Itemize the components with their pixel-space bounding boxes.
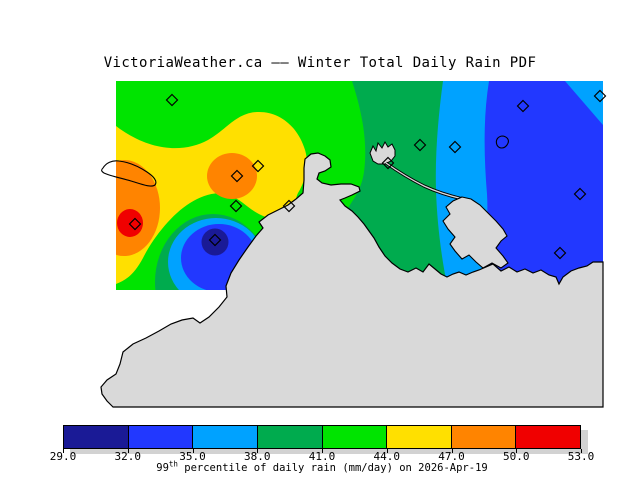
station-diamond-marker bbox=[229, 199, 243, 213]
station-diamond-marker bbox=[593, 89, 607, 103]
caption-text: percentile of daily rain (mm/day) on 202… bbox=[177, 462, 488, 474]
small-island-outline bbox=[495, 135, 509, 149]
station-diamond-marker bbox=[208, 233, 222, 247]
narrow-channel-water bbox=[385, 162, 464, 200]
contour-corner-wedge bbox=[565, 81, 603, 125]
caption-number: 99 bbox=[156, 462, 169, 474]
mainland-shape bbox=[100, 152, 604, 408]
colorbar-segment bbox=[64, 426, 128, 448]
station-markers bbox=[128, 89, 607, 260]
station-diamond-marker bbox=[448, 140, 462, 154]
station-diamond-marker bbox=[381, 156, 395, 170]
colorbar-segment bbox=[386, 426, 451, 448]
west-island-outline bbox=[101, 160, 157, 187]
station-diamond-marker bbox=[573, 187, 587, 201]
station-diamond-marker bbox=[553, 246, 567, 260]
colorbar-segment bbox=[127, 426, 193, 448]
colorbar-caption: 99th percentile of daily rain (mm/day) o… bbox=[62, 459, 582, 474]
colorbar-segment bbox=[515, 426, 580, 448]
colorbar-segment bbox=[450, 426, 516, 448]
station-diamond-marker bbox=[128, 217, 142, 231]
station-diamond-marker bbox=[516, 99, 530, 113]
station-diamond-marker bbox=[282, 199, 296, 213]
chart-title: VictoriaWeather.ca —— Winter Total Daily… bbox=[103, 55, 537, 71]
station-diamond-marker bbox=[413, 138, 427, 152]
coastline-layer bbox=[100, 135, 604, 408]
harbour-shape bbox=[442, 196, 509, 269]
low-core-29-32 bbox=[201, 228, 229, 256]
high-blob-west bbox=[116, 160, 160, 256]
contour-band-32-35 bbox=[483, 81, 603, 290]
station-diamond-marker bbox=[251, 159, 265, 173]
colorbar-segment bbox=[192, 426, 257, 448]
contour-band-44-47 bbox=[116, 111, 307, 285]
caption-superscript: th bbox=[168, 459, 178, 469]
station-diamond-marker bbox=[230, 169, 244, 183]
colorbar-segment bbox=[256, 426, 322, 448]
colorbar bbox=[63, 425, 581, 449]
colorbar-segment bbox=[321, 426, 387, 448]
station-diamond-marker bbox=[165, 93, 179, 107]
